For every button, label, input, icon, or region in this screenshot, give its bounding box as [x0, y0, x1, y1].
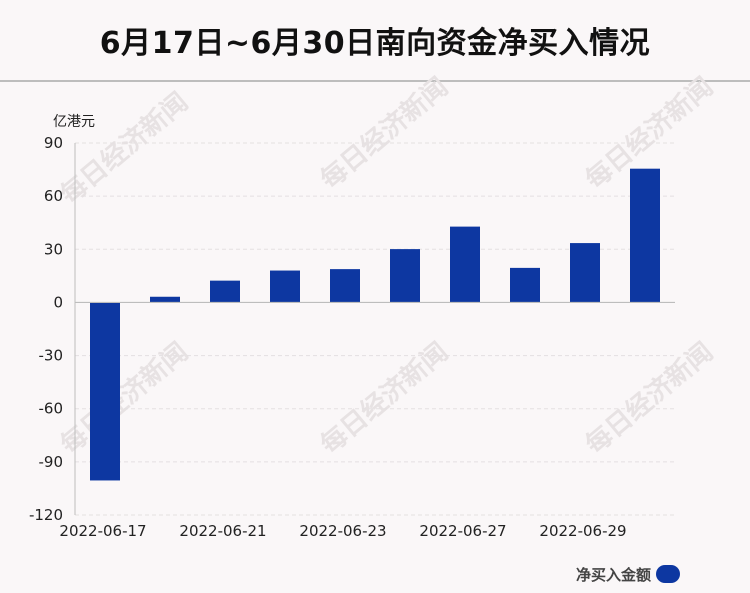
y-tick-label: -60	[39, 400, 64, 418]
y-tick-label: -120	[29, 506, 63, 524]
x-tick-label: 2022-06-23	[299, 522, 386, 540]
bars	[90, 168, 660, 481]
x-tick-label: 2022-06-27	[419, 522, 506, 540]
legend: 净买入金额	[576, 563, 681, 585]
x-tick-labels: 2022-06-17 2022-06-21 2022-06-23 2022-06-27…	[59, 522, 626, 540]
y-axis-unit-label: 亿港元	[53, 114, 95, 130]
bar	[270, 270, 300, 303]
y-tick-label: 90	[44, 134, 63, 152]
chart-title: 6月17日~6月30日南向资金净买入情况	[99, 26, 651, 61]
y-tick-label: 60	[44, 187, 63, 205]
legend-swatch	[656, 565, 681, 583]
y-tick-label: 0	[53, 293, 63, 311]
bar	[150, 296, 180, 303]
y-tick-labels: 90 60 30 0 -30 -60 -90 -120	[29, 134, 63, 524]
bar	[90, 302, 120, 481]
axes	[74, 143, 675, 515]
title-divider	[0, 80, 750, 82]
gridlines	[75, 142, 675, 516]
bar	[390, 249, 420, 303]
y-tick-label: -90	[39, 453, 64, 471]
bar	[450, 226, 480, 303]
bar	[210, 280, 240, 303]
bar	[330, 269, 360, 303]
watermark-text: 每日经济新闻	[315, 71, 454, 195]
bar	[510, 267, 540, 303]
x-tick-label: 2022-06-21	[179, 522, 266, 540]
watermark-text: 每日经济新闻	[580, 336, 719, 460]
x-tick-label: 2022-06-29	[539, 522, 626, 540]
bar	[570, 243, 600, 303]
x-tick-label: 2022-06-17	[59, 522, 146, 540]
bar	[630, 168, 660, 303]
y-tick-label: -30	[39, 347, 64, 365]
legend-label: 净买入金额	[576, 565, 652, 584]
y-tick-label: 30	[44, 240, 63, 258]
watermark-text: 每日经济新闻	[315, 336, 454, 460]
